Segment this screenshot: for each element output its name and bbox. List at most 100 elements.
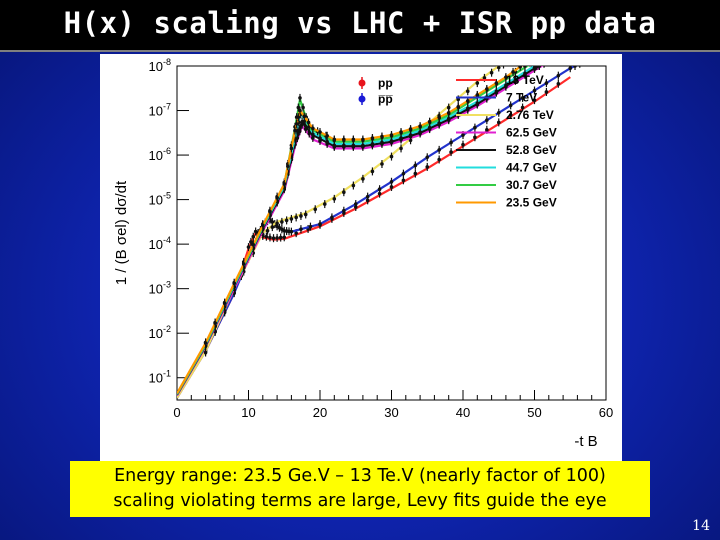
data-point: [485, 128, 489, 132]
data-point: [489, 70, 494, 75]
legend-label-13-tev: 13 TeV: [506, 73, 544, 87]
data-point: [494, 89, 499, 94]
data-point: [399, 146, 403, 151]
data-point: [456, 97, 461, 102]
data-point: [286, 164, 290, 168]
data-point: [408, 127, 413, 131]
page-number: 14: [692, 518, 710, 534]
data-point: [330, 215, 334, 220]
data-point: [282, 182, 287, 186]
data-point: [504, 83, 508, 88]
data-point: [449, 140, 453, 145]
data-point: [502, 66, 505, 67]
data-point: [303, 212, 308, 217]
data-point: [322, 202, 327, 206]
data-point: [294, 215, 298, 220]
data-point: [523, 66, 527, 68]
legend-label-23-5-gev: 23.5 GeV: [506, 196, 557, 210]
data-point: [437, 157, 441, 162]
data-point: [270, 220, 275, 224]
data-point: [271, 236, 276, 240]
data-point: [446, 105, 451, 110]
data-point: [303, 124, 308, 128]
data-point: [299, 214, 303, 218]
data-point: [496, 120, 501, 125]
legend-label-52-8-gev: 52.8 GeV: [506, 143, 557, 157]
legend-marker-pbarpbar: [358, 95, 366, 103]
data-point: [261, 223, 265, 228]
data-point: [296, 105, 301, 110]
data-point: [556, 81, 561, 86]
data-point: [532, 98, 537, 102]
data-point: [399, 130, 403, 134]
data-point: [299, 227, 303, 231]
y-tick-label: 10-6: [149, 146, 171, 163]
data-point: [475, 93, 480, 97]
legend-label-30-7-gev: 30.7 GeV: [506, 178, 557, 192]
legend-label-2-76-tev: 2.76 TeV: [506, 108, 554, 122]
data-point: [418, 130, 422, 134]
data-point: [302, 114, 307, 119]
data-point: [284, 218, 289, 223]
data-point: [437, 121, 441, 125]
data-point: [465, 89, 470, 94]
data-point: [342, 208, 346, 213]
data-point: [523, 71, 527, 76]
data-point: [408, 133, 413, 137]
data-point: [475, 81, 480, 85]
data-point: [296, 115, 301, 120]
data-point: [389, 133, 394, 137]
data-point: [365, 194, 370, 199]
data-point: [370, 169, 375, 174]
y-tick-label: 10-4: [149, 235, 171, 252]
data-point: [425, 155, 430, 160]
data-point: [232, 281, 236, 286]
slide-title: H(x) scaling vs LHC + ISR pp data: [63, 6, 657, 40]
data-point: [377, 187, 382, 192]
data-point: [578, 62, 582, 66]
data-point: [377, 191, 382, 196]
data-point: [413, 171, 418, 176]
data-point: [542, 61, 546, 65]
data-point: [475, 101, 480, 105]
data-point: [351, 143, 356, 148]
data-point: [456, 105, 461, 109]
y-tick-label: 10-8: [149, 57, 171, 74]
data-point: [270, 225, 275, 229]
data-point: [264, 234, 269, 239]
data-point: [446, 116, 451, 121]
data-point: [370, 142, 375, 146]
data-point: [203, 350, 208, 355]
data-point: [496, 110, 501, 115]
data-point: [251, 242, 256, 247]
data-point: [461, 133, 465, 137]
x-tick-label: 0: [173, 405, 180, 420]
data-point: [437, 148, 441, 152]
data-point: [268, 235, 272, 240]
data-point: [418, 124, 422, 128]
data-point: [351, 137, 356, 142]
data-point: [298, 96, 302, 100]
data-point: [361, 143, 365, 148]
data-point: [282, 235, 287, 240]
caption-line-1: Energy range: 23.5 Ge.V – 13 Te.V (nearl…: [114, 466, 606, 486]
data-point: [313, 207, 318, 212]
data-point: [380, 162, 384, 166]
plot-frame: [176, 65, 607, 401]
data-point: [494, 81, 499, 85]
data-point: [293, 128, 297, 133]
data-point: [351, 183, 356, 188]
data-point: [332, 137, 337, 142]
data-point: [361, 177, 365, 181]
data-point: [213, 321, 217, 325]
data-point: [332, 197, 337, 201]
data-point: [513, 77, 518, 82]
series-line-23-5-gev: [177, 66, 523, 394]
data-point: [538, 66, 541, 67]
data-point: [465, 106, 470, 111]
data-point: [278, 235, 283, 240]
data-point: [353, 202, 358, 206]
y-tick-label: 10-7: [149, 102, 171, 119]
data-point: [289, 146, 294, 151]
data-point: [496, 66, 501, 70]
